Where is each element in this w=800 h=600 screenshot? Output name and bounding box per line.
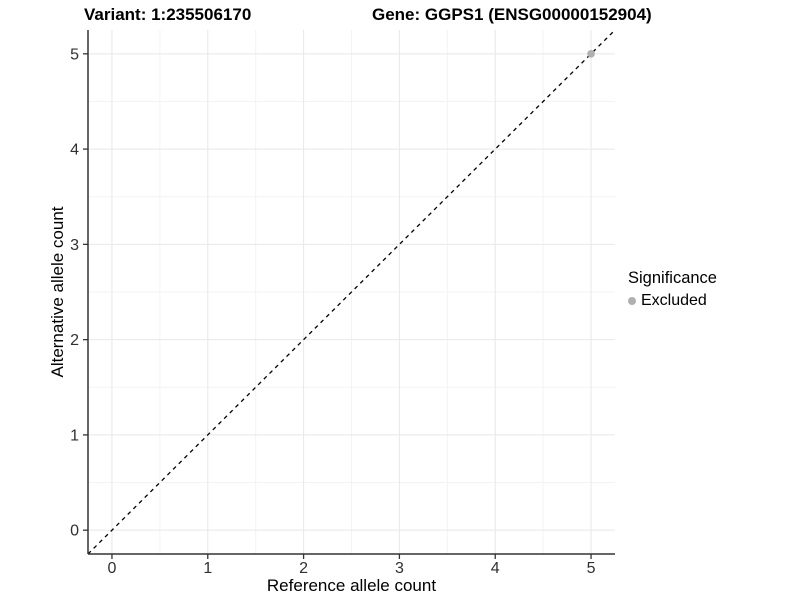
x-tick-label: 2 (299, 560, 308, 577)
legend-title: Significance (628, 269, 717, 287)
x-tick-label: 3 (395, 560, 404, 577)
excluded-point-icon (628, 297, 636, 305)
x-tick-label: 4 (491, 560, 500, 577)
y-tick-label: 5 (70, 46, 79, 63)
identity-line (87, 29, 616, 555)
variant-title: Variant: 1:235506170 (84, 5, 252, 24)
legend: Significance Excluded (628, 269, 717, 310)
x-axis-title: Reference allele count (266, 576, 437, 595)
x-tick-label: 0 (108, 560, 117, 577)
legend-item-excluded: Excluded (628, 292, 717, 310)
data-point (587, 50, 595, 58)
y-tick-label: 2 (70, 332, 79, 349)
x-tick-label: 1 (203, 560, 212, 577)
x-tick-label: 5 (587, 560, 596, 577)
gene-title: Gene: GGPS1 (ENSG00000152904) (372, 5, 652, 24)
y-tick-label: 1 (70, 427, 79, 444)
legend-item-label: Excluded (641, 292, 707, 309)
y-tick-label: 3 (70, 237, 79, 254)
y-tick-label: 0 (70, 523, 79, 540)
y-tick-label: 4 (70, 142, 79, 159)
